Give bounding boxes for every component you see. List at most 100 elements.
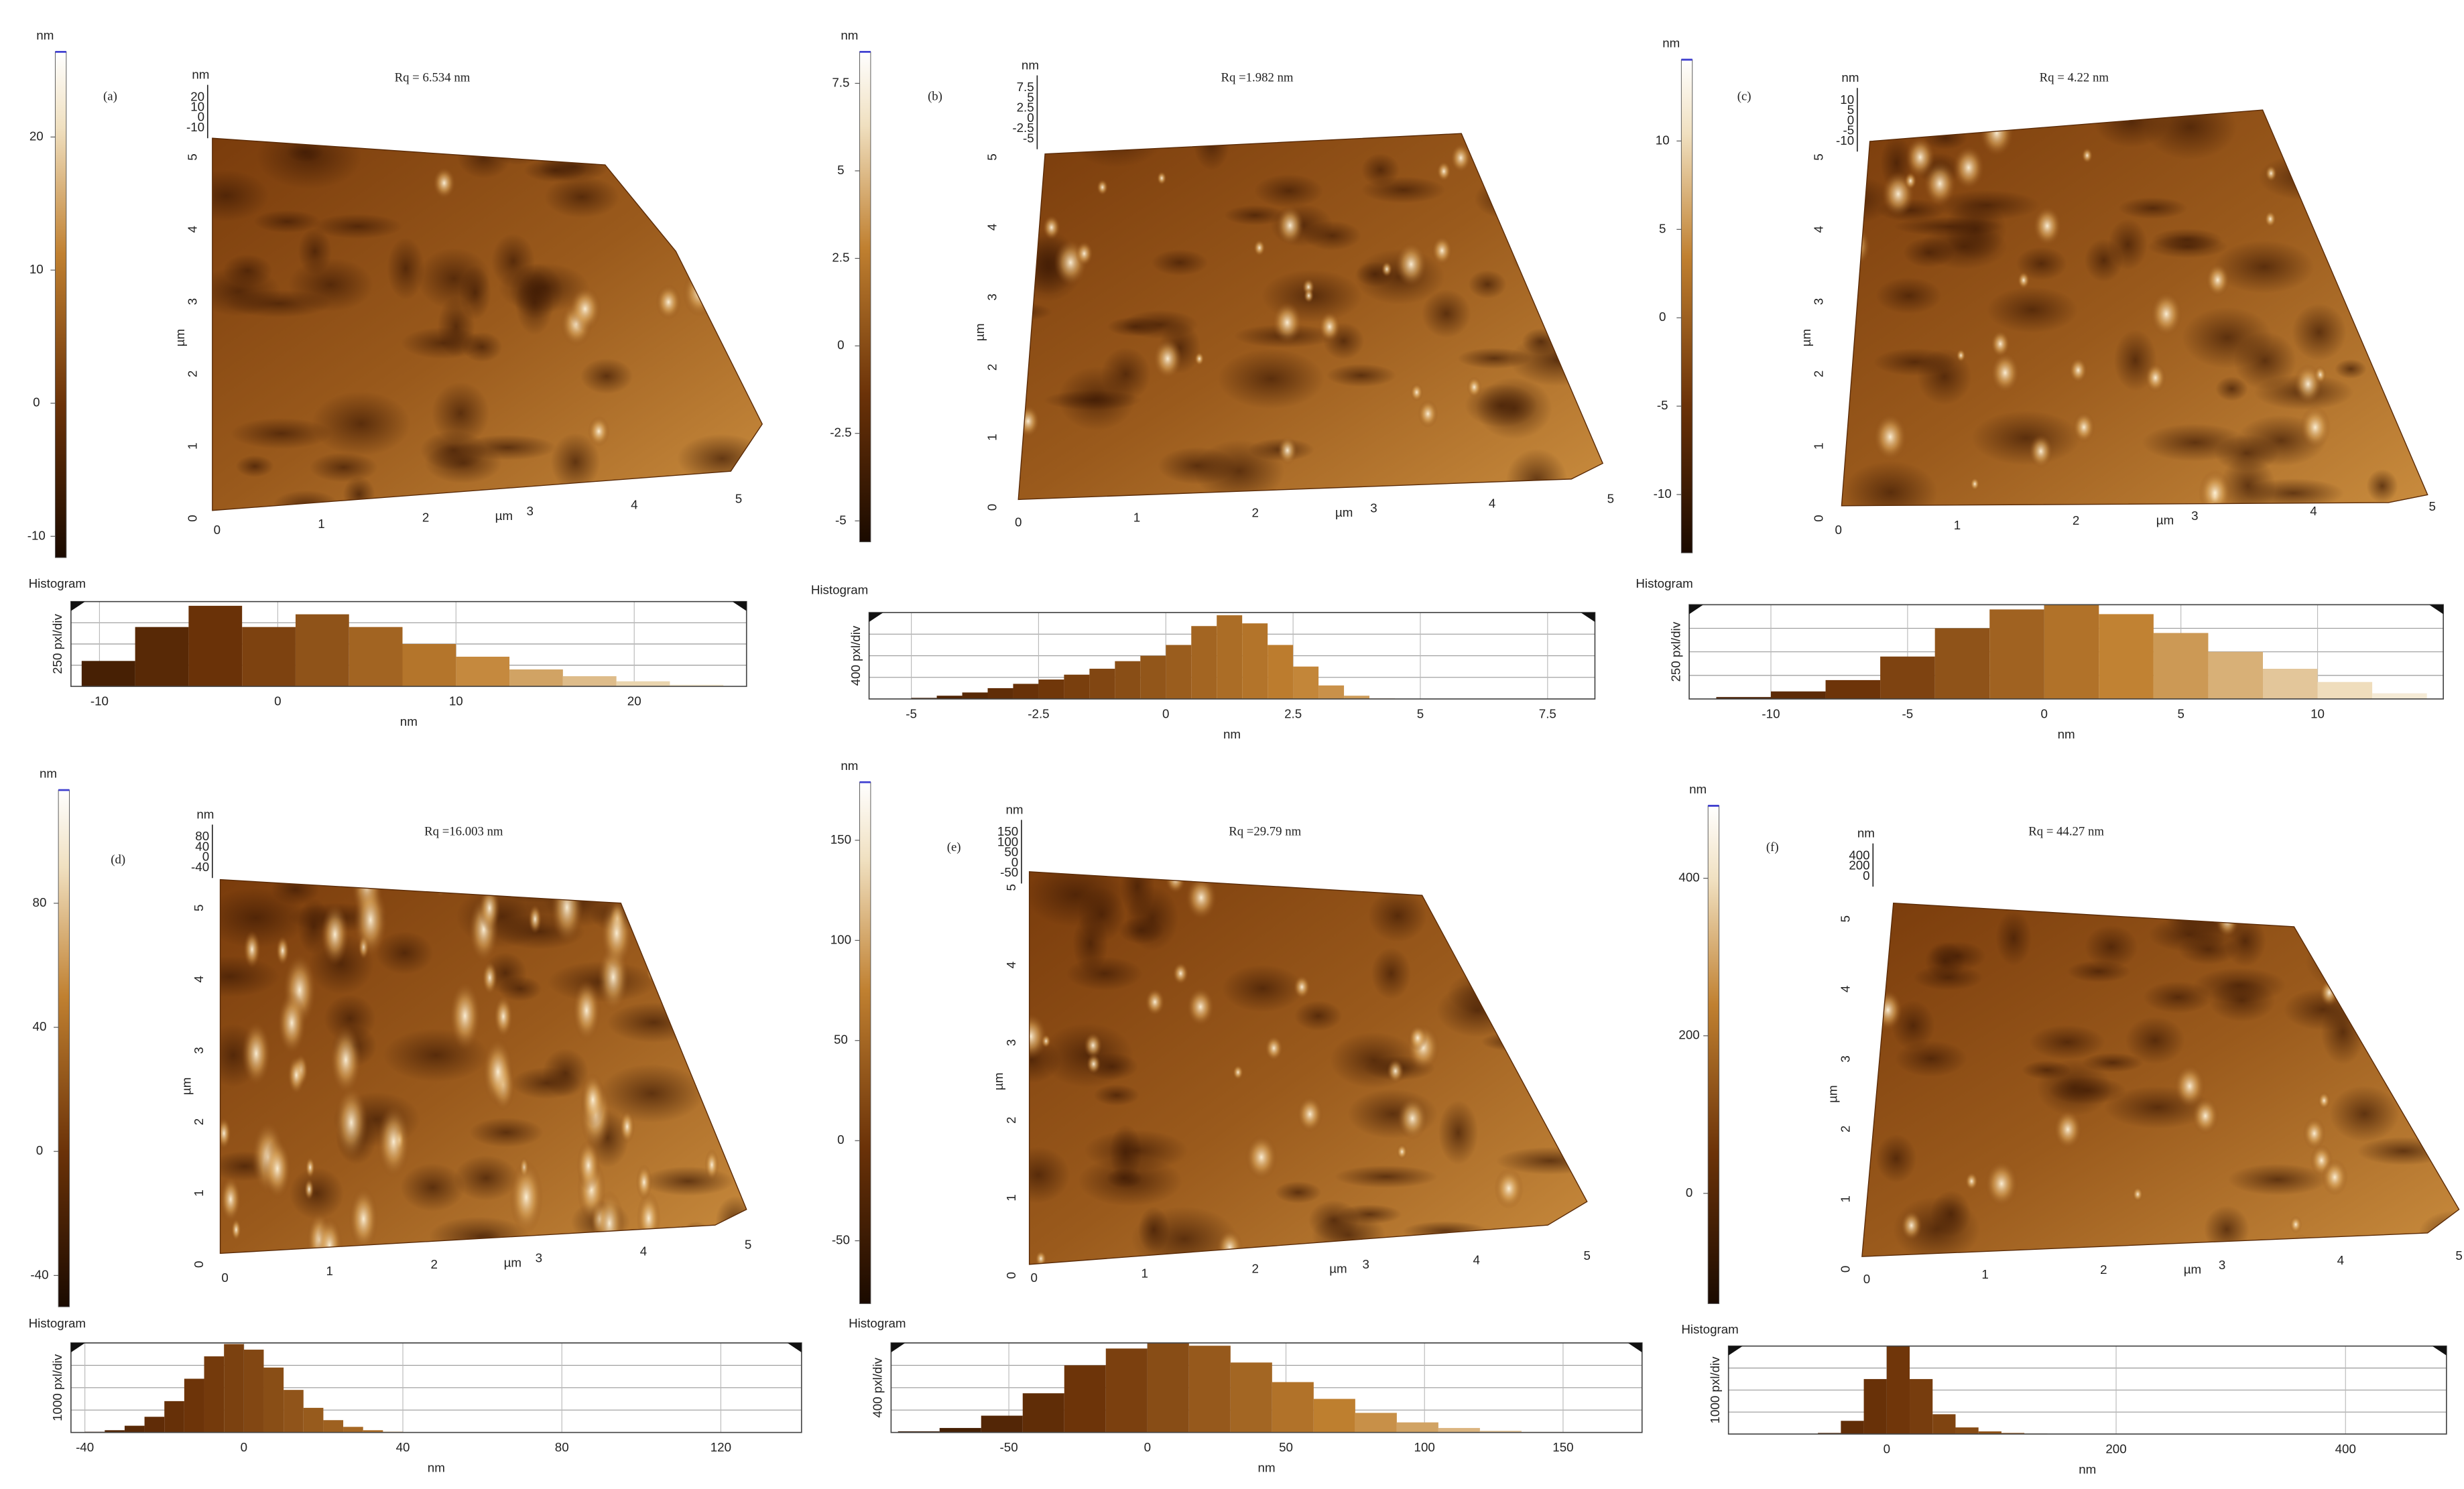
colorbar-tick-label: 0 bbox=[33, 395, 40, 409]
surface-pit bbox=[1995, 910, 2032, 966]
histogram-x-label: nm bbox=[2079, 1462, 2096, 1476]
surface-pit bbox=[497, 879, 576, 903]
surface-peak bbox=[2402, 110, 2428, 131]
surface-peak bbox=[1418, 399, 1438, 428]
surface-peak bbox=[2300, 405, 2331, 449]
histogram-bar bbox=[2099, 614, 2154, 700]
surface-peak bbox=[2069, 357, 2088, 383]
histogram-bar bbox=[1863, 1378, 1887, 1434]
histogram-bar bbox=[363, 1430, 383, 1433]
histogram-bar bbox=[295, 614, 349, 687]
x-tick-label: 3 bbox=[1370, 501, 1377, 515]
surface-pit bbox=[1337, 1204, 1402, 1224]
surface-peak bbox=[741, 336, 753, 353]
surface-pit bbox=[220, 887, 308, 948]
surface-pit bbox=[1109, 1124, 1142, 1181]
surface-peak bbox=[1018, 405, 1040, 438]
surface-peak bbox=[1873, 990, 1903, 1031]
histogram-bar bbox=[303, 1407, 324, 1433]
histogram-x-tick-label: 7.5 bbox=[1539, 706, 1556, 720]
surface-peak bbox=[2132, 1187, 2144, 1202]
surface-pit bbox=[400, 327, 485, 359]
surface-peak bbox=[706, 1084, 721, 1116]
colorbar-tick-label: 200 bbox=[1678, 1028, 1699, 1042]
histogram-x-label: nm bbox=[2058, 727, 2075, 741]
surface-pit bbox=[2214, 240, 2315, 294]
z-tick-label: 10 bbox=[1840, 92, 1854, 107]
x-tick-label: 0 bbox=[214, 523, 221, 537]
y-tick-label: 3 bbox=[1838, 1055, 1852, 1062]
z-tick-label: 40 bbox=[195, 839, 209, 853]
surface-pit bbox=[515, 269, 554, 336]
surface-peak bbox=[1436, 161, 1451, 182]
surface-peak bbox=[704, 1149, 719, 1181]
histogram-bar bbox=[562, 676, 617, 687]
histogram-bar bbox=[1242, 623, 1268, 700]
histogram-bar bbox=[343, 1427, 363, 1433]
surface-peak bbox=[2265, 165, 2277, 182]
histogram-bar bbox=[1272, 1382, 1314, 1433]
surface-peak bbox=[449, 980, 481, 1051]
surface-pit bbox=[674, 884, 747, 942]
colorbar-tick-label: 100 bbox=[830, 932, 851, 946]
histogram-bar bbox=[135, 627, 189, 687]
histogram-bar bbox=[981, 1415, 1023, 1433]
surface-peak bbox=[1217, 1229, 1243, 1265]
histogram-corner bbox=[2432, 1346, 2447, 1356]
surface-pit bbox=[1361, 153, 1400, 187]
surface-pit bbox=[2305, 929, 2410, 994]
histogram-x-tick-label: 200 bbox=[2105, 1441, 2126, 1455]
histogram-frame bbox=[70, 1342, 802, 1433]
y-tick-label: 1 bbox=[1838, 1195, 1852, 1202]
surface-pit bbox=[2029, 1025, 2105, 1059]
histogram-corner bbox=[869, 612, 883, 623]
surface-pit bbox=[2387, 1055, 2459, 1091]
surface-pit bbox=[1551, 339, 1603, 374]
x-tick-label: 3 bbox=[1362, 1257, 1369, 1271]
surface-pit bbox=[1120, 871, 1155, 919]
x-tick-label: 4 bbox=[2337, 1253, 2344, 1267]
surface-peak bbox=[2174, 1064, 2206, 1108]
surface-peak bbox=[1564, 339, 1582, 364]
surface-peak bbox=[377, 1105, 411, 1179]
surface-peak bbox=[1990, 330, 2010, 358]
surface-peak bbox=[482, 960, 498, 995]
histogram-corner bbox=[1728, 1346, 1743, 1356]
surface-edge bbox=[1028, 871, 1588, 1265]
surface-peak bbox=[1904, 172, 1917, 190]
z-tick-label: 150 bbox=[997, 824, 1018, 838]
surface-pit bbox=[1446, 969, 1539, 1017]
y-axis-label: µm bbox=[1799, 329, 1813, 346]
surface-peak bbox=[353, 883, 388, 958]
colorbar-unit: nm bbox=[841, 28, 858, 42]
panel-label: (a) bbox=[103, 90, 117, 104]
colorbar-tick-label: 0 bbox=[1686, 1185, 1692, 1200]
surface-pit bbox=[2107, 218, 2148, 271]
colorbar-tick-label: -50 bbox=[832, 1233, 850, 1247]
surface-pit bbox=[235, 455, 274, 478]
x-tick-label: 0 bbox=[1863, 1272, 1870, 1286]
surface-pit bbox=[1193, 133, 1230, 171]
histogram-corner bbox=[70, 601, 85, 611]
histogram-x-tick-label: 0 bbox=[1144, 1440, 1151, 1454]
surface-peak bbox=[1471, 912, 1487, 935]
surface-peak bbox=[587, 415, 610, 447]
surface-pit bbox=[2151, 228, 2223, 251]
colorbar-tick-label: -5 bbox=[835, 513, 847, 527]
histogram-x-tick-label: -5 bbox=[906, 706, 917, 720]
surface-edge bbox=[1018, 133, 1604, 501]
histogram-x-tick-label: 100 bbox=[1414, 1440, 1435, 1454]
histogram-bar bbox=[243, 1350, 264, 1433]
x-tick-label: 2 bbox=[2073, 513, 2079, 527]
surface-peak bbox=[635, 1164, 653, 1200]
x-tick-label: 2 bbox=[1251, 1262, 1258, 1276]
surface-peak bbox=[1841, 226, 1871, 266]
surface-peak bbox=[600, 897, 633, 969]
histogram-bar bbox=[1932, 1414, 1956, 1434]
surface-pit bbox=[2182, 307, 2273, 369]
surface-pit bbox=[2022, 1060, 2072, 1080]
histogram-x-label: nm bbox=[400, 714, 418, 728]
surface-pit bbox=[1093, 1084, 1140, 1106]
surface-pit bbox=[1029, 871, 1126, 927]
surface-peak bbox=[1272, 302, 1302, 344]
